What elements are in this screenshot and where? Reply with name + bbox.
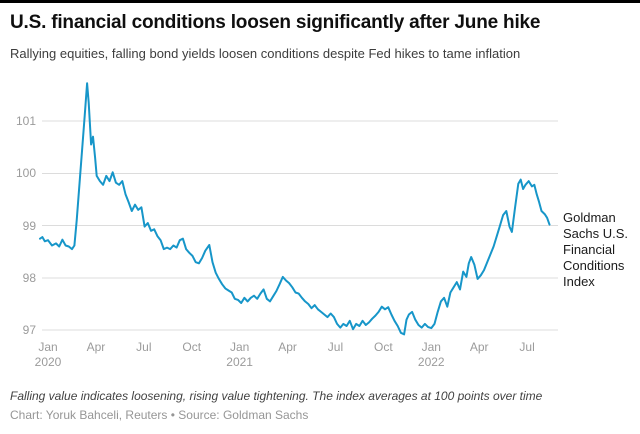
x-tick-month: Jul [327,340,344,354]
line-series-group [39,82,551,336]
x-tick-month: Apr [86,340,106,354]
y-tick-label: 99 [22,218,36,233]
x-tick-label: Jul [120,340,168,355]
chart-title: U.S. financial conditions loosen signifi… [10,12,541,33]
y-tick-label: 97 [22,323,36,338]
series-label: Goldman Sachs U.S. Financial Conditions … [563,210,629,289]
y-tick-label: 98 [22,270,36,285]
x-tick-year: 2020 [34,355,62,369]
y-tick-label: 100 [15,166,36,181]
x-tick-label: Jan 2021 [216,340,264,370]
x-tick-month: Jul [136,340,152,354]
fci-line-series [39,82,551,336]
x-tick-month: Oct [182,340,202,354]
x-tick-label: Apr [72,340,120,355]
x-tick-month: Jan [229,340,250,354]
x-tick-year: 2021 [226,355,253,369]
x-tick-month: Jul [519,340,535,354]
footnote: Falling value indicates loosening, risin… [10,389,543,403]
x-tick-label: Apr [455,340,503,355]
x-tick-month: Jan [421,340,441,354]
x-tick-label: Oct [359,340,407,355]
chart-canvas [39,82,558,336]
x-tick-label: Jan 2022 [407,340,455,370]
x-tick-label: Jul [311,340,359,355]
y-tick-label: 101 [15,114,36,128]
x-tick-month: Apr [469,340,489,354]
gridlines [42,120,558,331]
x-tick-month: Apr [278,340,297,354]
chart-subtitle: Rallying equities, falling bond yields l… [10,46,521,61]
x-tick-label: Jul [503,340,551,355]
x-tick-label: Jan 2020 [24,340,72,370]
x-tick-month: Oct [374,340,393,354]
x-tick-label: Oct [168,340,216,355]
x-tick-year: 2022 [417,355,445,369]
x-tick-month: Jan [38,340,58,354]
x-tick-label: Apr [264,340,312,355]
credit-line: Chart: Yoruk Bahceli, Reuters • Source: … [10,408,309,422]
